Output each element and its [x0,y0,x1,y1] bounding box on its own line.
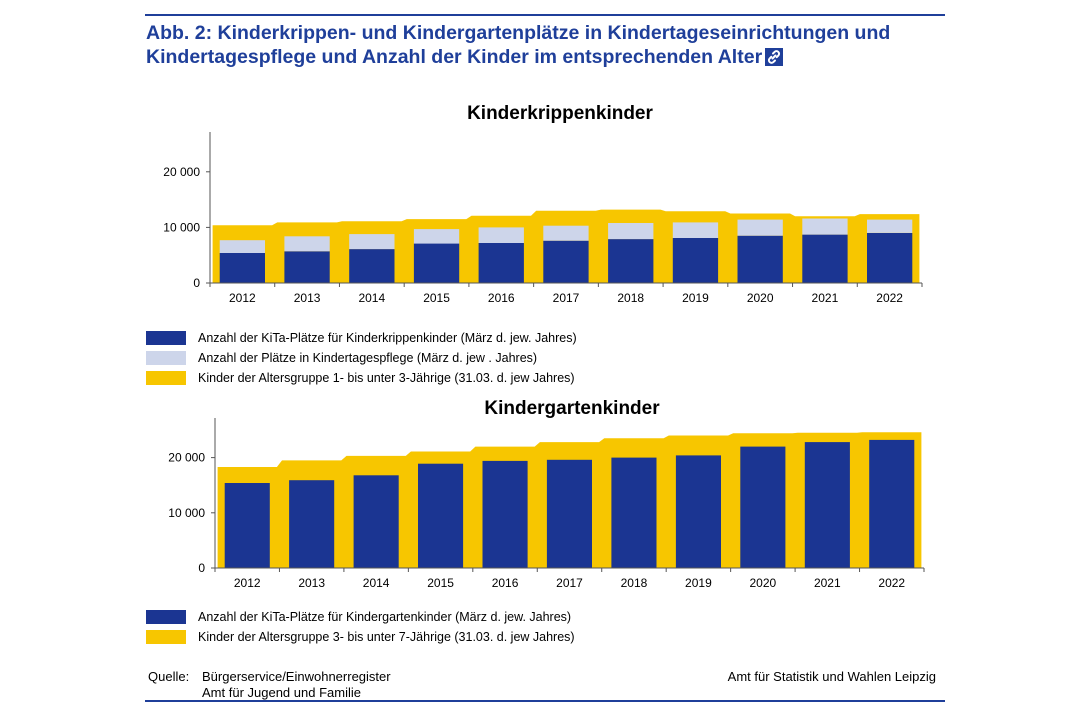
bar-2018-s0 [611,457,657,568]
x-tick-label: 2022 [876,291,903,305]
legend-label: Anzahl der KiTa-Plätze für Kinderkrippen… [198,331,577,345]
x-tick-label: 2014 [363,576,390,590]
bar-2014-s1 [349,234,395,250]
x-tick-label: 2020 [750,576,777,590]
legend-label: Kinder der Altersgruppe 3- bis unter 7-J… [198,630,575,644]
bar-2016-s0 [482,460,528,568]
x-tick-label: 2016 [492,576,519,590]
bar-2021-s1 [802,218,848,235]
bar-2014-s0 [349,249,395,283]
bar-2020-s1 [737,219,783,236]
bar-2012-s0 [224,483,270,568]
bar-2019-s0 [675,455,721,568]
y-tick-label: 20 000 [168,451,205,465]
plot-area: 0 10 000 20 000 2012 2013 2014 2015 2016 2017 201… [163,132,923,305]
x-tick-label: 2012 [234,576,261,590]
bar-2017-s0 [546,459,592,568]
bar-2018-s0 [608,239,654,283]
bar-2012-s0 [219,253,265,283]
x-tick-label: 2017 [553,291,580,305]
x-tick-label: 2019 [685,576,712,590]
x-tick-label: 2018 [621,576,648,590]
x-tick-label: 2018 [617,291,644,305]
bar-2017-s1 [543,225,589,241]
figure-title-text: Abb. 2: Kinderkrippen- und Kindergartenp… [146,22,891,68]
bar-2013-s1 [284,236,330,252]
legend-swatch [146,630,186,644]
legend-label: Kinder der Altersgruppe 1- bis unter 3-J… [198,371,575,385]
x-tick-label: 2016 [488,291,515,305]
bar-2022-s1 [867,219,913,233]
bar-2020-s0 [737,235,783,283]
bar-2015-s0 [418,463,464,568]
bar-2019-s0 [672,238,719,283]
y-tick-label: 10 000 [168,506,205,520]
y-tick-label: 0 [193,276,200,290]
figure-title: Abb. 2: Kinderkrippen- und Kindergartenp… [146,21,946,69]
legend-label: Anzahl der Plätze in Kindertagespflege (… [198,351,537,365]
x-tick-label: 2015 [423,291,450,305]
x-tick-label: 2022 [878,576,905,590]
chart-kindergartenkinder: Kindergartenkinder 0 10 000 20 000 2012 2013… [146,398,925,644]
source-line-1: Bürgerservice/Einwohnerregister [202,669,391,684]
y-tick-label: 0 [198,561,205,575]
legend-swatch [146,371,186,385]
bar-2019-s1 [672,222,719,238]
y-tick-label: 20 000 [163,165,200,179]
x-tick-label: 2013 [298,576,325,590]
legend-swatch [146,610,186,624]
source-line-2: Amt für Jugend und Familie [202,685,361,700]
bar-2016-s0 [478,243,524,283]
chart-title: Kindergartenkinder [484,398,660,419]
x-tick-label: 2019 [682,291,709,305]
top-rule [145,14,945,16]
bar-2013-s0 [284,251,330,283]
x-tick-label: 2012 [229,291,256,305]
bar-2020-s0 [740,446,786,568]
bar-2015-s1 [413,229,460,244]
link-icon[interactable] [765,48,784,66]
bar-2021-s0 [802,234,848,283]
bar-2015-s0 [413,243,460,283]
bar-2013-s0 [289,480,335,568]
x-tick-label: 2020 [747,291,774,305]
chart-title: Kinderkrippenkinder [467,103,653,124]
x-tick-label: 2015 [427,576,454,590]
legend: Anzahl der KiTa-Plätze für Kindergartenk… [146,610,575,644]
bar-2016-s1 [478,227,524,243]
chart-kinderkrippenkinder: Kinderkrippenkinder 0 10 000 20 000 2012 201… [146,103,923,385]
bottom-rule [145,700,945,702]
plot-area: 0 10 000 20 000 2012 2013 2014 2015 2016 2017 201… [168,418,925,590]
publisher: Amt für Statistik und Wahlen Leipzig [727,669,936,684]
bar-2022-s0 [867,233,913,283]
x-tick-label: 2013 [294,291,321,305]
bar-2018-s1 [608,223,654,240]
bar-2012-s1 [219,240,265,253]
x-tick-label: 2021 [814,576,841,590]
source-label: Quelle: [148,669,190,684]
x-tick-label: 2017 [556,576,583,590]
legend: Anzahl der KiTa-Plätze für Kinderkrippen… [146,331,577,385]
bar-2017-s0 [543,240,589,283]
bar-2022-s0 [869,439,915,568]
legend-swatch [146,331,186,345]
y-tick-label: 10 000 [163,220,200,234]
bar-2014-s0 [353,475,399,568]
bar-2021-s0 [804,442,850,568]
legend-label: Anzahl der KiTa-Plätze für Kindergartenk… [198,610,571,624]
x-tick-label: 2021 [812,291,839,305]
legend-swatch [146,351,186,365]
x-tick-label: 2014 [358,291,385,305]
